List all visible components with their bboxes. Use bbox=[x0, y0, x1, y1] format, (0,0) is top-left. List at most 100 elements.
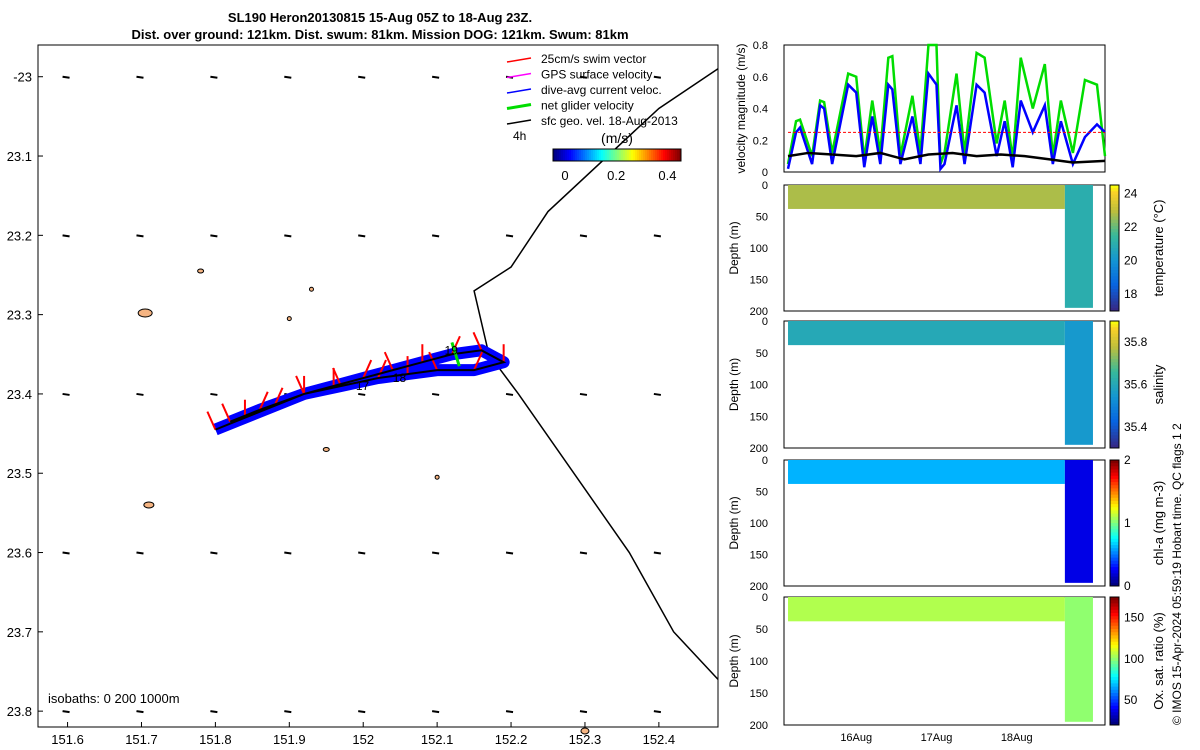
velocity-colorbar-swatch bbox=[623, 149, 626, 161]
profile-colorbar-swatch bbox=[1110, 270, 1119, 274]
profile-colorbar-swatch bbox=[1110, 416, 1119, 420]
sfc-geo-velocity-arrow bbox=[136, 75, 144, 79]
sfc-geo-velocity-arrow bbox=[358, 234, 366, 238]
profile-colorbar-swatch bbox=[1110, 510, 1119, 515]
profile-colorbar-swatch bbox=[1110, 295, 1119, 299]
sfc-geo-velocity-arrow bbox=[210, 75, 218, 79]
profile-colorbar-swatch bbox=[1110, 229, 1119, 233]
reef-isobath bbox=[580, 727, 590, 735]
map-x-tick-label: 151.8 bbox=[199, 732, 232, 747]
profile-colorbar-swatch bbox=[1110, 210, 1119, 214]
glider-track-line bbox=[215, 349, 507, 431]
profile-colorbar-tick: 18 bbox=[1124, 287, 1138, 301]
profile-colorbar-swatch bbox=[1110, 400, 1119, 405]
sfc-geo-velocity-arrow bbox=[653, 551, 662, 555]
velocity-colorbar-swatch bbox=[677, 149, 680, 161]
velocity-colorbar-swatch bbox=[567, 149, 570, 161]
profile-colorbar-swatch bbox=[1110, 683, 1119, 688]
velocity-colorbar-swatch bbox=[603, 149, 606, 161]
profile-colorbar-swatch bbox=[1110, 340, 1119, 344]
profile-colorbar-swatch bbox=[1110, 432, 1119, 436]
profile-data-surface bbox=[788, 185, 1065, 209]
profile-data-deep-dive bbox=[1064, 321, 1093, 445]
profile-colorbar-swatch bbox=[1110, 693, 1119, 697]
profile-colorbar-swatch bbox=[1110, 488, 1119, 492]
sfc-geo-velocity-arrow bbox=[579, 75, 588, 79]
velocity-series-line bbox=[787, 151, 1106, 164]
profile-colorbar-swatch bbox=[1110, 387, 1119, 392]
profile-data-deep-dive bbox=[1064, 597, 1093, 722]
profile-colorbar-swatch bbox=[1110, 504, 1119, 508]
profile-colorbar-swatch bbox=[1110, 384, 1119, 389]
sfc-geo-velocity-arrow bbox=[284, 75, 292, 79]
velocity-colorbar-swatch bbox=[581, 149, 584, 161]
profile-colorbar-swatch bbox=[1110, 497, 1119, 502]
track-day-label: 18 bbox=[393, 371, 407, 385]
profile-colorbar-swatch bbox=[1110, 359, 1119, 363]
velocity-colorbar-swatch bbox=[641, 149, 644, 161]
profile-colorbar-swatch bbox=[1110, 648, 1119, 652]
velocity-series-line bbox=[786, 43, 1107, 165]
sfc-geo-velocity-arrow bbox=[210, 710, 218, 714]
legend-line bbox=[506, 57, 532, 63]
profile-colorbar-swatch bbox=[1110, 343, 1119, 347]
reef-isobath bbox=[137, 308, 153, 318]
profile-colorbar-swatch bbox=[1110, 241, 1119, 246]
velocity-colorbar-swatch bbox=[639, 149, 642, 161]
legend-line bbox=[506, 119, 532, 125]
profile-data-deep-dive bbox=[1064, 460, 1093, 583]
profile-colorbar-swatch bbox=[1110, 466, 1119, 470]
velocity-colorbar-swatch bbox=[661, 149, 664, 161]
depth-tick-label: 100 bbox=[750, 518, 768, 530]
time-axis-tick: 17Aug bbox=[921, 732, 953, 744]
sfc-geo-velocity-arrow bbox=[579, 234, 588, 238]
depth-tick-label: 50 bbox=[756, 348, 768, 360]
sfc-geo-velocity-arrow bbox=[505, 234, 514, 238]
profile-colorbar-swatch bbox=[1110, 705, 1119, 710]
profile-colorbar-swatch bbox=[1110, 288, 1119, 293]
profile-colorbar-swatch bbox=[1110, 266, 1119, 271]
profile-colorbar-swatch bbox=[1110, 472, 1119, 477]
velocity-colorbar-swatch bbox=[667, 149, 670, 161]
profile-colorbar-swatch bbox=[1110, 254, 1119, 258]
profile-colorbar-swatch bbox=[1110, 494, 1119, 499]
profile-colorbar-swatch bbox=[1110, 673, 1119, 678]
swim-vector-arrow bbox=[206, 411, 217, 431]
profile-colorbar-swatch bbox=[1110, 600, 1119, 604]
velocity-colorbar-swatch bbox=[583, 149, 586, 161]
velocity-colorbar-swatch bbox=[621, 149, 624, 161]
profile-colorbar-swatch bbox=[1110, 219, 1119, 224]
depth-tick-label: 0 bbox=[762, 180, 768, 192]
sfc-geo-velocity-arrow bbox=[210, 234, 218, 238]
depth-axis-label: Depth (m) bbox=[727, 221, 741, 274]
profile-colorbar-swatch bbox=[1110, 696, 1119, 700]
profile-colorbar-tick: 35.6 bbox=[1124, 378, 1148, 392]
profile-colorbar-swatch bbox=[1110, 304, 1119, 309]
velocity-colorbar-swatch bbox=[569, 149, 572, 161]
profile-colorbar-swatch bbox=[1110, 362, 1119, 366]
profile-colorbar-swatch bbox=[1110, 207, 1119, 211]
sfc-geo-velocity-arrow bbox=[358, 75, 366, 79]
profile-colorbar-swatch bbox=[1110, 507, 1119, 511]
profile-colorbar-swatch bbox=[1110, 251, 1119, 255]
velocity-colorbar-swatch bbox=[607, 149, 610, 161]
sfc-geo-velocity-arrow bbox=[431, 392, 440, 396]
velocity-colorbar-frame bbox=[552, 148, 682, 162]
velocity-colorbar-swatch bbox=[653, 149, 656, 161]
sfc-geo-velocity-arrow bbox=[136, 392, 144, 396]
reef-isobath bbox=[308, 286, 314, 292]
map-x-tick-label: 151.7 bbox=[125, 732, 158, 747]
depth-axis-label: Depth (m) bbox=[727, 358, 741, 411]
profile-colorbar-swatch bbox=[1110, 244, 1119, 249]
map-y-tick-label: 23.5 bbox=[7, 466, 32, 481]
velocity-colorbar-swatch bbox=[625, 149, 628, 161]
isobaths-legend: isobaths: 0 200 1000m bbox=[48, 691, 180, 706]
velocity-colorbar-swatch bbox=[553, 149, 556, 161]
profile-colorbar-swatch bbox=[1110, 292, 1119, 296]
depth-tick-label: 150 bbox=[750, 411, 768, 423]
profile-colorbar-swatch bbox=[1110, 625, 1119, 630]
velocity-colorbar-swatch bbox=[601, 149, 604, 161]
profile-colorbar-swatch bbox=[1110, 519, 1119, 524]
sfc-geo-velocity-arrow bbox=[210, 551, 218, 555]
